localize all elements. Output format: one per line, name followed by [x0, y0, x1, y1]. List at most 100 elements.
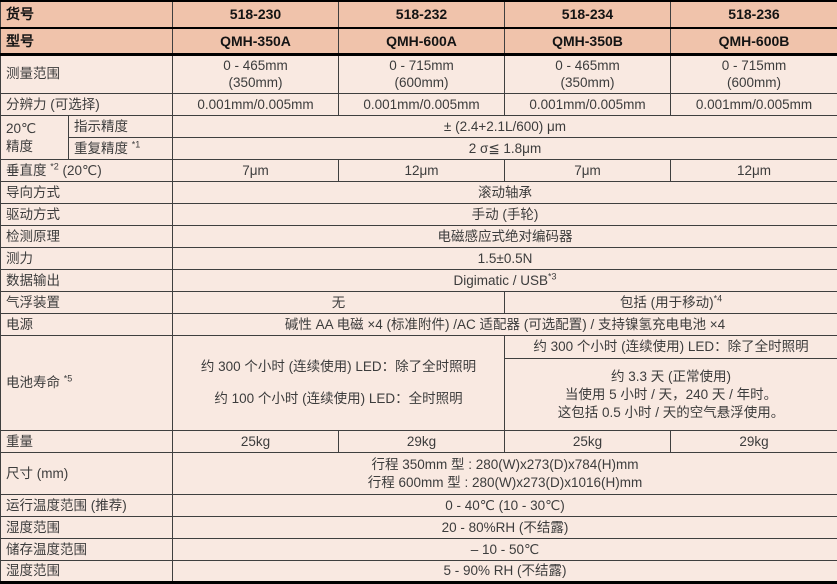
- perpendicularity-label-text: 垂直度: [6, 163, 50, 178]
- perpendicularity-1: 7μm: [173, 160, 339, 182]
- part-number-1: 518-230: [173, 1, 339, 28]
- battery-life-right-top-value: 约 300 个小时 (连续使用) LED：除了全时照明: [505, 336, 837, 359]
- row-repeatability: 重复精度 *1 2 σ≦ 1.8μm: [1, 138, 837, 160]
- data-output-value: Digimatic / USB*3: [173, 270, 837, 292]
- storage-humidity-label: 湿度范围: [1, 561, 173, 583]
- repeatability-value: 2 σ≦ 1.8μm: [173, 138, 837, 160]
- footnote-1-marker: *1: [132, 139, 141, 149]
- mass-1: 25kg: [173, 431, 339, 453]
- row-measuring-force: 测力 1.5±0.5N: [1, 248, 837, 270]
- model-1: QMH-350A: [173, 28, 339, 54]
- perpendicularity-label-suffix: (20℃): [59, 163, 102, 178]
- operating-temp-label: 运行温度范围 (推荐): [1, 495, 173, 517]
- dimensions-value: 行程 350mm 型 : 280(W)x273(D)x784(H)mm 行程 6…: [173, 453, 837, 495]
- humidity-label: 湿度范围: [1, 517, 173, 539]
- row-perpendicularity: 垂直度 *2 (20℃) 7μm 12μm 7μm 12μm: [1, 160, 837, 182]
- indication-accuracy-label: 指示精度: [69, 116, 173, 138]
- resolution-3: 0.001mm/0.005mm: [505, 94, 671, 116]
- part-number-2: 518-232: [339, 1, 505, 28]
- guide-label: 导向方式: [1, 182, 173, 204]
- battery-life-label: 电池寿命 *5: [1, 336, 173, 431]
- data-output-label: 数据输出: [1, 270, 173, 292]
- row-model: 型号 QMH-350A QMH-600A QMH-350B QMH-600B: [1, 28, 837, 54]
- row-dimensions: 尺寸 (mm) 行程 350mm 型 : 280(W)x273(D)x784(H…: [1, 453, 837, 495]
- row-air-float: 气浮装置 无 包括 (用于移动)*4: [1, 292, 837, 314]
- operating-temp-value: 0 - 40℃ (10 - 30℃): [173, 495, 837, 517]
- detection-label: 检测原理: [1, 226, 173, 248]
- humidity-value: 20 - 80%RH (不结露): [173, 517, 837, 539]
- perpendicularity-label: 垂直度 *2 (20℃): [1, 160, 173, 182]
- detection-value: 电磁感应式绝对编码器: [173, 226, 837, 248]
- footnote-3-marker: *3: [548, 271, 557, 281]
- row-storage-temp: 储存温度范围 – 10 - 50℃: [1, 539, 837, 561]
- row-humidity: 湿度范围 20 - 80%RH (不结露): [1, 517, 837, 539]
- drive-value: 手动 (手轮): [173, 204, 837, 226]
- row-battery-life: 电池寿命 *5 约 300 个小时 (连续使用) LED：除了全时照明 约 10…: [1, 336, 837, 359]
- measuring-force-value: 1.5±0.5N: [173, 248, 837, 270]
- air-float-right-value: 包括 (用于移动)*4: [505, 292, 837, 314]
- footnote-5-marker: *5: [64, 374, 73, 384]
- resolution-label: 分辨力 (可选择): [1, 94, 173, 116]
- battery-life-label-text: 电池寿命: [6, 375, 64, 390]
- footnote-2-marker: *2: [50, 161, 59, 171]
- part-number-3: 518-234: [505, 1, 671, 28]
- row-indication-accuracy: 20℃ 精度 指示精度 ± (2.4+2.1L/600) μm: [1, 116, 837, 138]
- footnote-4-marker: *4: [714, 293, 723, 303]
- indication-accuracy-value: ± (2.4+2.1L/600) μm: [173, 116, 837, 138]
- battery-life-right-bottom-value: 约 3.3 天 (正常使用) 当使用 5 小时 / 天，240 天 / 年时。 …: [505, 359, 837, 431]
- part-number-label: 货号: [1, 1, 173, 28]
- row-detection: 检测原理 电磁感应式绝对编码器: [1, 226, 837, 248]
- power-value: 碱性 AA 电磁 ×4 (标准附件) /AC 适配器 (可选配置) / 支持镍氢…: [173, 314, 837, 336]
- mass-2: 29kg: [339, 431, 505, 453]
- measuring-force-label: 测力: [1, 248, 173, 270]
- guide-value: 滚动轴承: [173, 182, 837, 204]
- mass-3: 25kg: [505, 431, 671, 453]
- air-float-left-value: 无: [173, 292, 505, 314]
- row-measuring-range: 测量范围 0 - 465mm (350mm) 0 - 715mm (600mm)…: [1, 54, 837, 94]
- battery-life-left-value: 约 300 个小时 (连续使用) LED：除了全时照明 约 100 个小时 (连…: [173, 336, 505, 431]
- measuring-range-4: 0 - 715mm (600mm): [671, 54, 837, 94]
- battery-life-left-line1: 约 300 个小时 (连续使用) LED：除了全时照明: [175, 351, 502, 383]
- accuracy-group-label: 20℃ 精度: [1, 116, 69, 160]
- row-data-output: 数据输出 Digimatic / USB*3: [1, 270, 837, 292]
- row-guide: 导向方式 滚动轴承: [1, 182, 837, 204]
- row-storage-humidity: 湿度范围 5 - 90% RH (不结露): [1, 561, 837, 583]
- resolution-1: 0.001mm/0.005mm: [173, 94, 339, 116]
- part-number-4: 518-236: [671, 1, 837, 28]
- storage-temp-label: 储存温度范围: [1, 539, 173, 561]
- model-2: QMH-600A: [339, 28, 505, 54]
- perpendicularity-3: 7μm: [505, 160, 671, 182]
- model-label: 型号: [1, 28, 173, 54]
- air-float-label: 气浮装置: [1, 292, 173, 314]
- storage-humidity-value: 5 - 90% RH (不结露): [173, 561, 837, 583]
- dimensions-label: 尺寸 (mm): [1, 453, 173, 495]
- air-float-right-text: 包括 (用于移动): [620, 295, 714, 310]
- measuring-range-3: 0 - 465mm (350mm): [505, 54, 671, 94]
- model-3: QMH-350B: [505, 28, 671, 54]
- measuring-range-label: 测量范围: [1, 54, 173, 94]
- resolution-4: 0.001mm/0.005mm: [671, 94, 837, 116]
- mass-label: 重量: [1, 431, 173, 453]
- row-part-number: 货号 518-230 518-232 518-234 518-236: [1, 1, 837, 28]
- row-resolution: 分辨力 (可选择) 0.001mm/0.005mm 0.001mm/0.005m…: [1, 94, 837, 116]
- mass-4: 29kg: [671, 431, 837, 453]
- battery-life-left-line2: 约 100 个小时 (连续使用) LED：全时照明: [175, 383, 502, 415]
- resolution-2: 0.001mm/0.005mm: [339, 94, 505, 116]
- repeatability-label: 重复精度 *1: [69, 138, 173, 160]
- perpendicularity-2: 12μm: [339, 160, 505, 182]
- power-label: 电源: [1, 314, 173, 336]
- drive-label: 驱动方式: [1, 204, 173, 226]
- row-power: 电源 碱性 AA 电磁 ×4 (标准附件) /AC 适配器 (可选配置) / 支…: [1, 314, 837, 336]
- row-mass: 重量 25kg 29kg 25kg 29kg: [1, 431, 837, 453]
- row-operating-temp: 运行温度范围 (推荐) 0 - 40℃ (10 - 30℃): [1, 495, 837, 517]
- model-4: QMH-600B: [671, 28, 837, 54]
- data-output-value-text: Digimatic / USB: [453, 273, 548, 288]
- storage-temp-value: – 10 - 50℃: [173, 539, 837, 561]
- perpendicularity-4: 12μm: [671, 160, 837, 182]
- repeatability-label-text: 重复精度: [74, 141, 132, 156]
- measuring-range-2: 0 - 715mm (600mm): [339, 54, 505, 94]
- measuring-range-1: 0 - 465mm (350mm): [173, 54, 339, 94]
- row-drive: 驱动方式 手动 (手轮): [1, 204, 837, 226]
